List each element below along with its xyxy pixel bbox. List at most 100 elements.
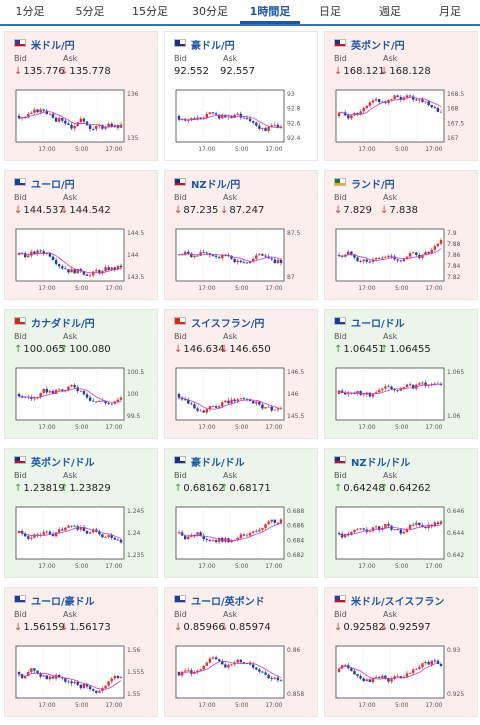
tab-1[interactable]: 5分足: [75, 5, 105, 18]
currency-card[interactable]: ユーロ/豪ドル Bid Ask ↓1.56159 ↓1.56173 1.56 1.555 1.…: [4, 587, 158, 717]
pair-name[interactable]: ランド/円: [351, 180, 395, 191]
candle-body: [267, 674, 270, 679]
pair-name[interactable]: 豪ドル/円: [191, 41, 235, 52]
candle-body: [415, 252, 418, 256]
price-chart: 144.5 144 143.5 17:00 5:00 17:00: [15, 228, 144, 292]
ask-label: Ask: [223, 471, 238, 480]
candle-body: [227, 116, 230, 118]
moving-average-line: [338, 248, 442, 261]
currency-card[interactable]: 英ポンド/ドル Bid Ask ↑1.23819 ↑1.23829 1.245 1.24 1.…: [4, 448, 158, 578]
candle-body: [384, 386, 387, 389]
x-tick-label: 17:00: [358, 702, 375, 709]
candle-body: [258, 529, 261, 532]
candle-body: [107, 123, 110, 128]
candle-body: [193, 672, 196, 674]
bid-label: Bid: [334, 471, 347, 480]
tab-5[interactable]: 日足: [319, 5, 341, 18]
candle-body: [119, 265, 123, 268]
candle-body: [402, 531, 406, 534]
candle-body: [384, 523, 387, 528]
pair-name[interactable]: NZドル/ドル: [351, 458, 411, 469]
x-tick-label: 5:00: [395, 424, 409, 431]
candle-body: [76, 269, 79, 274]
currency-card[interactable]: ランド/円 Bid Ask ↓7.829 ↓7.838 7.9 7.88 7.86 7.84 7.…: [324, 170, 478, 300]
arrow-icon: ↑: [60, 483, 69, 494]
candle-body: [82, 118, 86, 122]
bid-price: 0.64248: [343, 483, 385, 494]
currency-card[interactable]: 米ドル/スイスフラン Bid Ask ↓0.92582 ↓0.92597 0.93 0.92…: [324, 587, 478, 717]
candle-body: [353, 254, 356, 258]
candle-body: [261, 671, 264, 673]
candle-body: [45, 110, 49, 114]
tab-3[interactable]: 30分足: [192, 5, 228, 18]
candle-body: [396, 259, 399, 261]
tab-2[interactable]: 15分足: [132, 5, 168, 18]
pair-name[interactable]: 米ドル/円: [31, 41, 75, 52]
x-tick-label: 17:00: [38, 702, 55, 709]
candle-body: [183, 535, 187, 540]
pair-name[interactable]: スイスフラン/円: [191, 319, 265, 330]
pair-name[interactable]: カナダドル/円: [31, 319, 95, 330]
candle-body: [390, 678, 393, 682]
bid-value: ↓0.85966: [174, 622, 225, 633]
x-tick-label: 17:00: [358, 285, 375, 292]
ask-label: Ask: [223, 54, 238, 63]
candle-body: [214, 113, 218, 115]
tab-7[interactable]: 月足: [439, 5, 461, 18]
pair-name[interactable]: 英ポンド/ドル: [31, 458, 95, 469]
candle-body: [356, 674, 359, 676]
candle-body: [427, 101, 430, 105]
currency-card[interactable]: スイスフラン/円 Bid Ask ↓146.634 ↓146.650 146.5 146 14…: [164, 309, 318, 439]
pair-name[interactable]: ユーロ/ドル: [351, 319, 405, 330]
candle-body: [91, 400, 95, 402]
currency-card[interactable]: ユーロ/英ポンド Bid Ask ↓0.85966 ↓0.85974 0.86 0.858 1…: [164, 587, 318, 717]
candle-body: [27, 536, 30, 539]
price-chart: 93 92.8 92.6 92.4 17:00 5:00 17:00: [175, 89, 301, 153]
currency-card[interactable]: ユーロ/円 Bid Ask ↓144.537 ↓144.542 144.5 144 143.5…: [4, 170, 158, 300]
arrow-icon: ↓: [380, 205, 389, 216]
arrow-icon: ↑: [334, 483, 343, 494]
candle-body: [51, 113, 55, 118]
currency-card[interactable]: NZドル/円 Bid Ask ↓87.235 ↓87.247 87.5 87 17:00 5:0…: [164, 170, 318, 300]
x-tick-label: 17:00: [38, 146, 55, 153]
candle-body: [116, 539, 120, 541]
currency-card[interactable]: 米ドル/円 Bid Ask ↓135.776 ↓135.778 136 135 17:00 5:…: [4, 31, 158, 161]
currency-card[interactable]: 豪ドル/ドル Bid Ask ↑0.68162 ↑0.68171 0.688 0.686 0.…: [164, 448, 318, 578]
candle-body: [424, 382, 427, 386]
currency-card[interactable]: 豪ドル/円 Bid Ask 92.552 92.557 93 92.8 92.6 92.4 17:…: [164, 31, 318, 161]
currency-card[interactable]: 英ポンド/円 Bid Ask ↓168.121 ↓168.128 168.5 168 167.…: [324, 31, 478, 161]
candle-body: [45, 253, 49, 255]
candle-body: [48, 531, 52, 534]
bid-value: ↑0.68162: [174, 483, 225, 494]
pair-name[interactable]: NZドル/円: [191, 180, 241, 191]
candle-body: [51, 391, 55, 394]
pair-name[interactable]: 豪ドル/ドル: [191, 458, 245, 469]
pair-name[interactable]: ユーロ/円: [31, 180, 75, 191]
ask-value: ↓1.56173: [60, 622, 111, 633]
candle-body: [433, 107, 437, 109]
currency-card[interactable]: NZドル/ドル Bid Ask ↑0.64248 ↑0.64262 0.646 0.644 0…: [324, 448, 478, 578]
candle-body: [51, 533, 55, 537]
currency-card[interactable]: カナダドル/円 Bid Ask ↑100.065 ↑100.080 100.5 100 99.…: [4, 309, 158, 439]
y-tick-label: 1.235: [127, 552, 144, 559]
pair-name[interactable]: 米ドル/スイスフラン: [351, 597, 445, 608]
x-tick-label: 17:00: [265, 563, 282, 570]
candle-body: [251, 401, 255, 404]
tab-6[interactable]: 週足: [379, 5, 401, 18]
candle-body: [411, 384, 415, 389]
candle-body: [187, 670, 190, 671]
bid-label: Bid: [334, 54, 347, 63]
candle-body: [101, 271, 104, 274]
candle-body: [390, 525, 393, 530]
candle-body: [362, 107, 365, 112]
tab-4[interactable]: 1時間足: [240, 0, 300, 24]
candle-body: [343, 533, 347, 538]
pair-name[interactable]: ユーロ/豪ドル: [31, 597, 95, 608]
candle-body: [208, 658, 212, 663]
tab-0[interactable]: 1分足: [15, 5, 45, 18]
pair-name[interactable]: 英ポンド/円: [351, 41, 405, 52]
candle-body: [214, 657, 218, 660]
currency-card[interactable]: ユーロ/ドル Bid Ask ↑1.06451 ↑1.06455 1.065 1.06 17:…: [324, 309, 478, 439]
candle-body: [76, 681, 79, 685]
pair-name[interactable]: ユーロ/英ポンド: [191, 597, 265, 608]
